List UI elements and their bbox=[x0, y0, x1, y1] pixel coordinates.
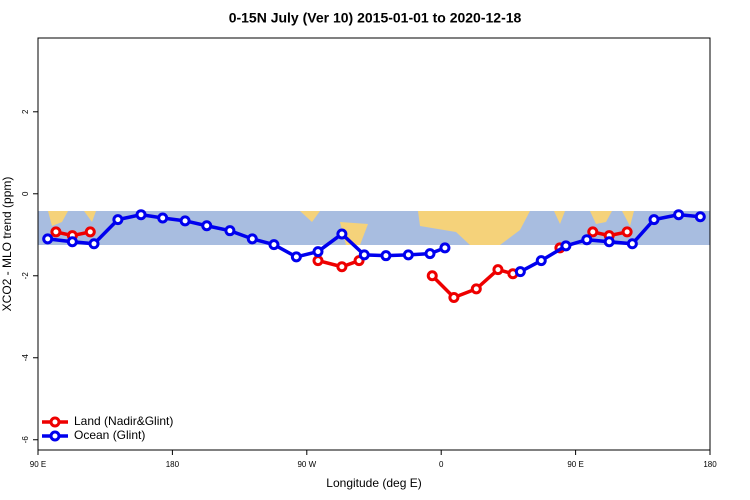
data-point bbox=[426, 270, 438, 282]
x-axis-label: Longitude (deg E) bbox=[326, 476, 421, 490]
data-point bbox=[336, 261, 348, 273]
data-point bbox=[42, 233, 54, 245]
y-tick-label: -6 bbox=[21, 436, 30, 444]
y-tick-label: 0 bbox=[21, 191, 30, 196]
data-point bbox=[587, 226, 599, 238]
data-point bbox=[648, 214, 660, 226]
data-point bbox=[560, 240, 572, 252]
data-point bbox=[424, 248, 436, 260]
data-point bbox=[358, 249, 370, 261]
x-tick-label: 90 E bbox=[30, 460, 46, 469]
x-tick-label: 90 W bbox=[297, 460, 316, 469]
data-point bbox=[694, 211, 706, 223]
land-shapes bbox=[48, 211, 634, 245]
x-tick-label: 90 E bbox=[567, 460, 583, 469]
data-point bbox=[50, 226, 62, 238]
data-point bbox=[224, 225, 236, 237]
data-point bbox=[88, 238, 100, 250]
data-point bbox=[470, 283, 482, 295]
legend-marker bbox=[49, 416, 61, 428]
legend-label: Land (Nadir&Glint) bbox=[74, 414, 173, 428]
data-point bbox=[290, 251, 302, 263]
data-point bbox=[448, 291, 460, 303]
data-point bbox=[380, 250, 392, 262]
data-point bbox=[312, 255, 324, 267]
data-point bbox=[66, 236, 78, 248]
data-point bbox=[535, 255, 547, 267]
y-axis-label: XCO2 - MLO trend (ppm) bbox=[0, 177, 14, 312]
data-point bbox=[268, 239, 280, 251]
data-point bbox=[157, 212, 169, 224]
legend-label: Ocean (Glint) bbox=[74, 428, 145, 442]
data-point bbox=[514, 266, 526, 278]
x-tick-label: 180 bbox=[703, 460, 717, 469]
data-point bbox=[246, 233, 258, 245]
chart-title: 0-15N July (Ver 10) 2015-01-01 to 2020-1… bbox=[229, 10, 522, 26]
data-point bbox=[201, 220, 213, 232]
data-point bbox=[402, 249, 414, 261]
data-point bbox=[336, 228, 348, 240]
data-point bbox=[135, 209, 147, 221]
data-point bbox=[112, 214, 124, 226]
legend-marker bbox=[49, 430, 61, 442]
x-tick-label: 0 bbox=[439, 460, 444, 469]
plot-frame bbox=[37, 37, 711, 451]
y-tick-label: -4 bbox=[21, 354, 30, 362]
data-point bbox=[626, 238, 638, 250]
data-point bbox=[312, 246, 324, 258]
y-tick-label: -2 bbox=[21, 272, 30, 280]
data-point bbox=[603, 236, 615, 248]
data-point bbox=[492, 264, 504, 276]
y-tick-label: 2 bbox=[21, 109, 30, 114]
x-tick-label: 180 bbox=[166, 460, 180, 469]
data-point bbox=[439, 242, 451, 254]
data-point bbox=[84, 226, 96, 238]
data-point bbox=[581, 234, 593, 246]
data-point bbox=[673, 209, 685, 221]
data-point bbox=[179, 215, 191, 227]
data-point bbox=[621, 226, 633, 238]
